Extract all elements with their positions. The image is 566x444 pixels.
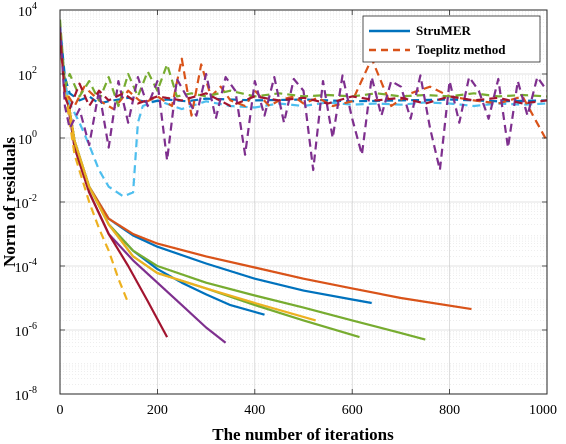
toeplitz-series-line-12 (60, 19, 547, 108)
legend: StruMER Toeplitz method (362, 15, 541, 63)
axis-ticks (59, 9, 548, 395)
y-tick-label: 10-8 (15, 385, 37, 404)
legend-label-strumer: StruMER (416, 23, 472, 38)
x-tick-label: 0 (57, 403, 64, 418)
strumer-series-line-7 (60, 32, 317, 322)
y-tick-label: 102 (18, 65, 37, 84)
x-tick-label: 800 (439, 403, 460, 418)
legend-box (362, 15, 541, 63)
x-tick-label: 200 (147, 403, 168, 418)
y-tick-label: 100 (18, 129, 37, 148)
y-axis-title: Norm of residuals (0, 137, 19, 267)
x-tick-label: 1000 (529, 403, 557, 418)
x-axis-title: The number of iterations (212, 425, 394, 444)
y-tick-label: 104 (18, 1, 37, 20)
y-tick-label: 10-4 (15, 257, 37, 276)
y-tick-label: 10-2 (15, 193, 37, 212)
series-group (60, 19, 547, 344)
legend-label-toeplitz: Toeplitz method (416, 42, 506, 57)
toeplitz-series-line-14 (60, 32, 547, 111)
x-tick-label: 600 (342, 403, 363, 418)
x-tick-label: 400 (244, 403, 265, 418)
y-tick-label: 10-6 (15, 321, 37, 340)
x-tick-labels: 0 200 400 600 800 1000 (57, 403, 558, 418)
y-tick-labels: 10-8 10-6 10-4 10-2 100 102 104 (15, 1, 37, 404)
